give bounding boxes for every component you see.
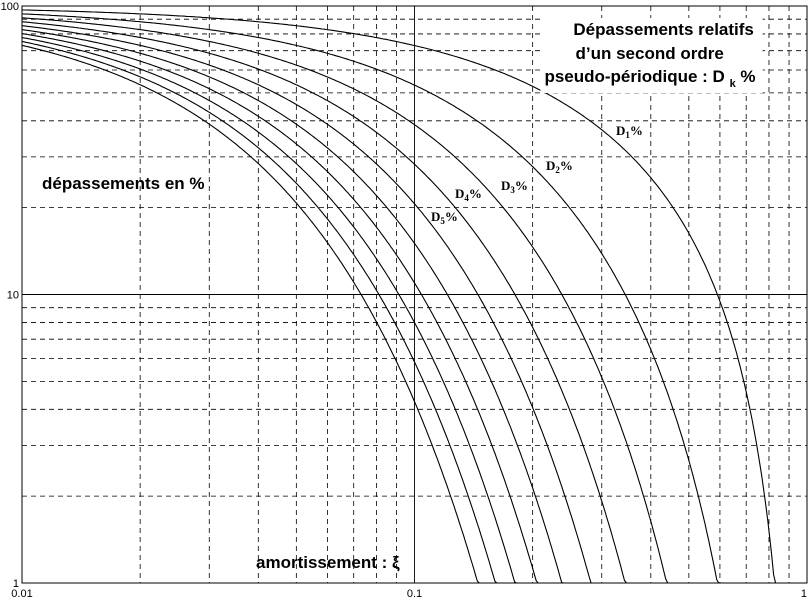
plot-frame — [21, 5, 808, 584]
series-label-suffix: % — [445, 209, 458, 224]
series-label-letter: D — [501, 178, 510, 193]
series-label-d3: D3% — [501, 178, 528, 195]
series-label-subscript: 2 — [555, 165, 560, 175]
x-tick-label: 0.1 — [407, 588, 422, 600]
curves: D1%D2%D3%D4%D5% — [21, 9, 777, 584]
series-line-d9 — [21, 40, 498, 584]
series-line-d5 — [21, 25, 592, 584]
series-label-subscript: 3 — [510, 185, 515, 195]
series-line-d8 — [21, 36, 517, 584]
series-label-d1: D1% — [616, 123, 643, 140]
series-label-subscript: 4 — [464, 193, 469, 203]
series-label-suffix: % — [515, 178, 528, 193]
series-line-d1 — [21, 9, 777, 584]
series-label-d5: D5% — [431, 209, 458, 226]
title-subscript: k — [730, 78, 737, 90]
series-label-suffix: % — [560, 158, 573, 173]
series-label-suffix: % — [630, 123, 643, 138]
grid — [22, 6, 807, 583]
series-line-d3 — [21, 17, 669, 584]
title-line-3: pseudo-périodique : D — [544, 67, 724, 86]
series-line-d10 — [21, 44, 480, 584]
series-label-letter: D — [431, 209, 440, 224]
series-line-d4 — [21, 21, 627, 584]
series-label-subscript: 1 — [625, 130, 630, 140]
x-tick-label: 1 — [801, 588, 807, 600]
title-line-1: Dépassements relatifs — [573, 20, 753, 39]
x-axis-label: amortissement : ξ — [256, 553, 400, 572]
series-label-letter: D — [616, 123, 625, 138]
series-label-suffix: % — [469, 186, 482, 201]
series-label-letter: D — [455, 186, 464, 201]
axes — [21, 5, 808, 584]
y-axis-label: dépassements en % — [42, 174, 205, 193]
series-label-subscript: 5 — [440, 216, 445, 226]
series-label-letter: D — [546, 158, 555, 173]
x-tick-label: 0.01 — [11, 588, 32, 600]
y-tick-label: 10 — [7, 290, 19, 302]
series-line-d6 — [21, 29, 564, 584]
series-line-d2 — [21, 13, 720, 584]
title-suffix: % — [740, 67, 755, 86]
series-line-d7 — [21, 33, 539, 584]
series-label-d4: D4% — [455, 186, 482, 203]
title-line-2: d’un second ordre — [575, 44, 723, 63]
series-label-d2: D2% — [546, 158, 573, 175]
title-background — [540, 18, 763, 93]
y-tick-label: 1 — [13, 578, 19, 590]
chart-title: Dépassements relatifs d’un second ordre … — [544, 20, 758, 91]
y-tick-label: 100 — [1, 1, 19, 13]
